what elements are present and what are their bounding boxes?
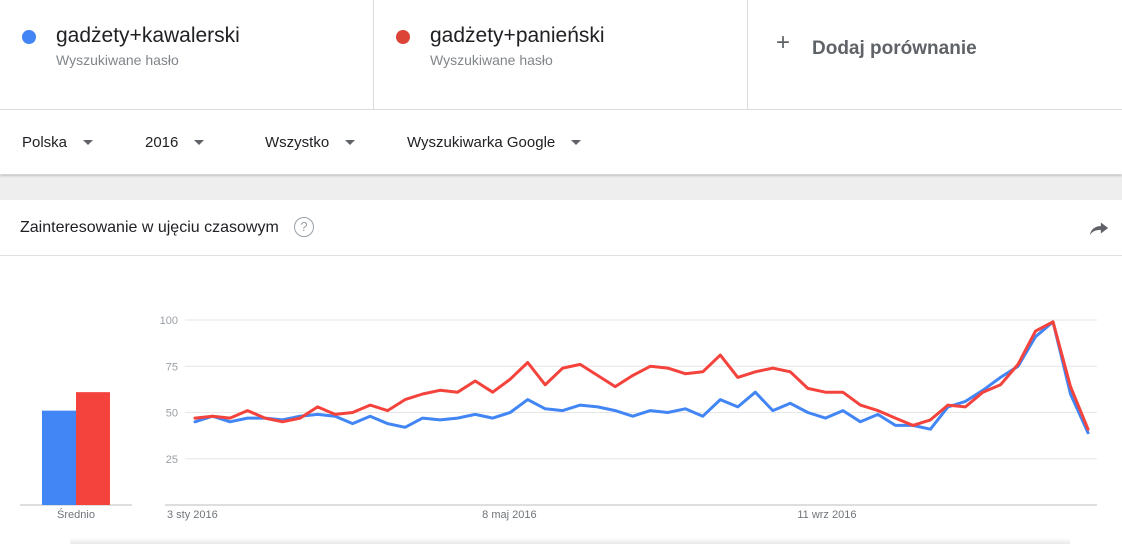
term-card-2[interactable]: gadżety+panieński Wyszukiwane hasło [374,0,748,110]
y-tick-label: 75 [166,361,178,373]
series-line [193,320,1090,431]
interest-chart: 25 50 75 100 3 sty 2016 8 maj 2016 11 wrz 2016… [20,315,1097,521]
filter-label: 2016 [145,134,179,151]
filter-bar: Polska 2016 Wszystko Wyszukiwarka Google [0,110,1122,174]
x-tick-label: 8 maj 2016 [482,509,536,521]
x-tick-label: 3 sty 2016 [167,509,218,521]
card-divider [0,255,1122,256]
caret-down-icon [571,140,582,145]
add-comparison-label: Dodaj porównanie [812,38,977,59]
interest-over-time-card: Zainteresowanie w ujęciu czasowym ? [0,200,1122,544]
filter-label: Wyszukiwarka Google [407,134,556,151]
bottom-edge-shadow [70,538,1070,544]
filter-search-type-dropdown[interactable]: Wyszukiwarka Google [407,134,582,151]
add-comparison-button[interactable]: + Dodaj porównanie [748,0,1120,110]
y-tick-label: 100 [160,315,178,327]
section-gap [0,175,1122,200]
y-tick-label: 50 [166,408,178,420]
help-icon[interactable]: ? [294,217,314,237]
caret-down-icon [345,140,356,145]
term-name[interactable]: gadżety+panieński [430,24,605,47]
term-type: Wyszukiwane hasło [430,52,553,68]
filter-category-dropdown[interactable]: Wszystko [265,134,356,151]
average-label: Średnio [57,508,95,521]
filter-time-dropdown[interactable]: 2016 [145,134,205,151]
card-title: Zainteresowanie w ujęciu czasowym [20,219,279,236]
search-terms-bar: gadżety+kawalerski Wyszukiwane hasło gad… [0,0,1122,110]
series-color-dot [22,30,36,44]
share-icon[interactable] [1088,218,1110,238]
plus-icon: + [776,29,791,56]
term-type: Wyszukiwane hasło [56,52,179,68]
average-bar [42,410,76,505]
caret-down-icon [194,140,205,145]
filter-label: Polska [22,134,68,151]
y-tick-label: 25 [166,454,178,466]
average-bar [76,392,110,505]
series-line [193,320,1090,435]
series-color-dot [396,30,410,44]
caret-down-icon [83,140,94,145]
term-card-1[interactable]: gadżety+kawalerski Wyszukiwane hasło [0,0,374,110]
filter-label: Wszystko [265,134,330,151]
filter-region-dropdown[interactable]: Polska [22,134,94,151]
term-name[interactable]: gadżety+kawalerski [56,24,240,47]
x-tick-label: 11 wrz 2016 [797,509,856,521]
